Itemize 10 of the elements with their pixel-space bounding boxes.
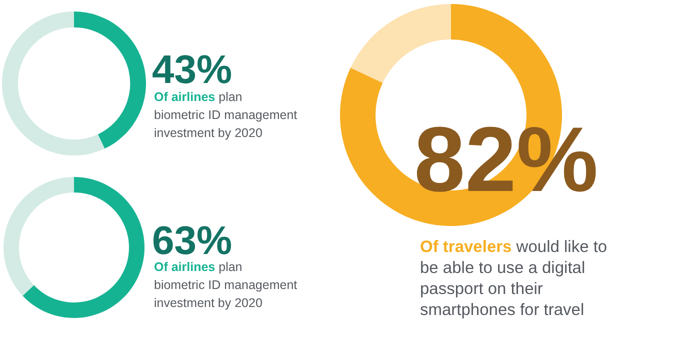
text: Of travelers would like to be able to use a digital passport on their smartphones for travel — [420, 238, 608, 319]
donut-slice — [74, 12, 146, 149]
donut-slice — [350, 4, 451, 83]
donut-slice — [2, 12, 105, 156]
donut-slice — [22, 177, 144, 318]
text: Of airlines plan biometric ID management investment by 2020 — [154, 260, 298, 310]
donut-slice — [4, 177, 74, 296]
data-label: 63% — [152, 219, 232, 263]
text: Of airlines plan biometric ID management investment by 2020 — [154, 90, 298, 140]
data-label: 43% — [152, 48, 232, 92]
